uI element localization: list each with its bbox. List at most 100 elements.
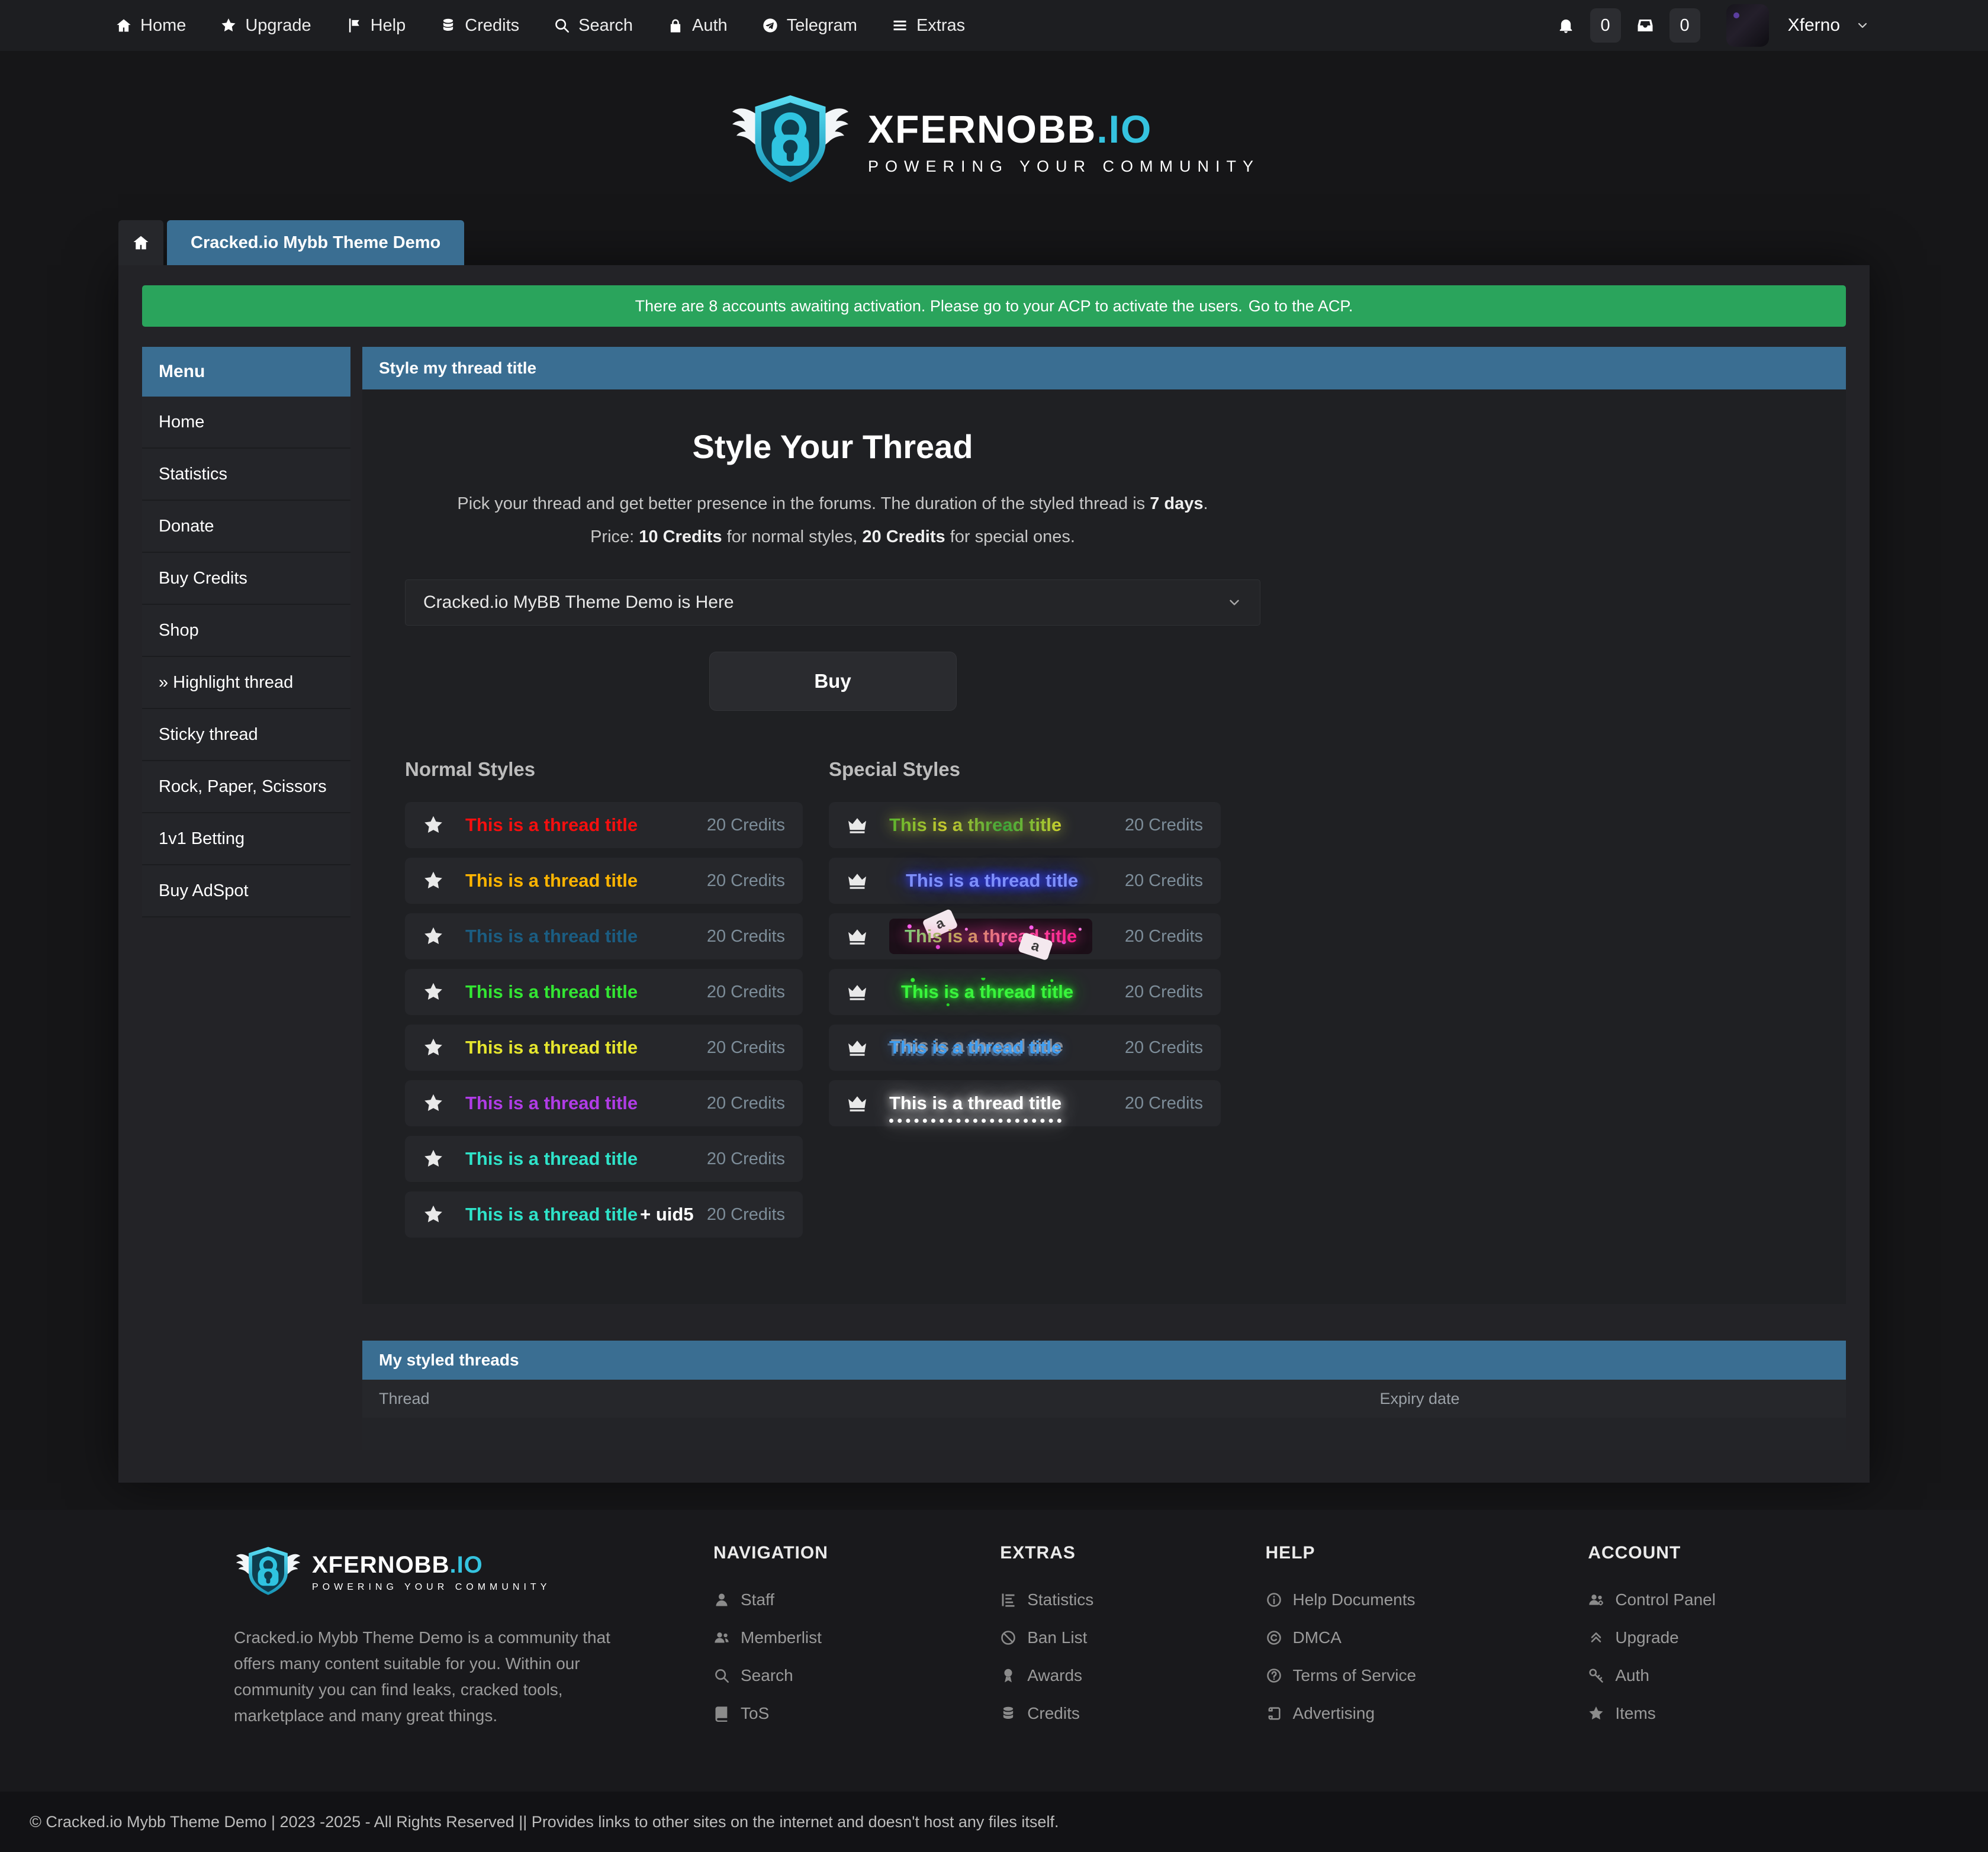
thread-select-value: Cracked.io MyBB Theme Demo is Here (423, 592, 734, 612)
star-icon (423, 1204, 444, 1225)
footer-link-label: Search (741, 1666, 793, 1684)
nav-item-label: Credits (465, 15, 520, 35)
footer-logo[interactable]: XFERNOBB.IO POWERING YOUR COMMUNITY (234, 1543, 625, 1601)
special-styles-list: Special Styles This is a thread title 20… (829, 758, 1221, 1247)
thread-select[interactable]: Cracked.io MyBB Theme Demo is Here (405, 579, 1260, 626)
footer-link-tos[interactable]: ToS (713, 1704, 828, 1723)
sidebar-item-shop[interactable]: Shop (142, 605, 350, 657)
thread-title-preview: This is a thread title (465, 1037, 638, 1058)
footer-link-staff[interactable]: Staff (713, 1590, 828, 1609)
footer-column-extras: EXTRAS Statistics Ban List Awards Credits (1000, 1543, 1093, 1742)
search-icon (713, 1667, 730, 1684)
chevron-down-icon[interactable] (1855, 18, 1870, 33)
footer-link-terms-of-service[interactable]: Terms of Service (1266, 1666, 1417, 1685)
footer-link-label: Items (1615, 1704, 1656, 1722)
logo-title: XFERNOBB (867, 107, 1097, 151)
style-row[interactable]: This is a thread title 20 Credits (405, 1080, 803, 1126)
thread-title-preview: This is a thread title (465, 926, 638, 946)
nav-item-extras[interactable]: Extras (892, 16, 965, 36)
style-row[interactable]: This is a thread title 20 Credits (405, 1136, 803, 1182)
style-row[interactable]: This is a thread title 20 Credits (405, 858, 803, 904)
footer-link-label: Auth (1615, 1666, 1649, 1684)
style-row[interactable]: This is a thread title 20 Credits (829, 802, 1221, 848)
footer-link-advertising[interactable]: Advertising (1266, 1704, 1417, 1723)
style-row[interactable]: This is a thread title 20 Credits (829, 913, 1221, 959)
telegram-icon (762, 17, 779, 34)
nav-item-label: Upgrade (245, 15, 311, 35)
activation-alert: There are 8 accounts awaiting activation… (142, 285, 1846, 327)
sidebar-item-1v1-betting[interactable]: 1v1 Betting (142, 813, 350, 865)
username[interactable]: Xferno (1787, 15, 1840, 35)
buy-button[interactable]: Buy (709, 652, 957, 711)
footer-link-auth[interactable]: Auth (1588, 1666, 1716, 1685)
star-icon (1588, 1705, 1604, 1722)
style-row[interactable]: This is a thread title 20 Credits (405, 913, 803, 959)
footer-column-title: EXTRAS (1000, 1543, 1076, 1563)
style-row[interactable]: This is a thread title 20 Credits (829, 1025, 1221, 1071)
scroll-icon (1266, 1705, 1282, 1722)
style-row[interactable]: This is a thread title 20 Credits (405, 1025, 803, 1071)
thread-title-preview: This is a thread title (889, 978, 1085, 1006)
header-logo-section: XFERNOBB.IO POWERING YOUR COMMUNITY (0, 51, 1988, 220)
thread-title-preview: This is a thread title (889, 865, 1095, 896)
style-row[interactable]: This is a thread title 20 Credits (829, 858, 1221, 904)
footer-link-awards[interactable]: Awards (1000, 1666, 1093, 1685)
footer-link-statistics[interactable]: Statistics (1000, 1590, 1093, 1609)
sidebar-item-rock-paper-scissors[interactable]: Rock, Paper, Scissors (142, 761, 350, 813)
nav-item-home[interactable]: Home (115, 16, 186, 36)
thread-title-suffix: + uid5 (640, 1204, 694, 1225)
footer-link-search[interactable]: Search (713, 1666, 828, 1685)
bars-icon (892, 17, 908, 34)
avatar[interactable] (1726, 4, 1769, 47)
nav-item-search[interactable]: Search (554, 16, 633, 36)
site-logo[interactable]: XFERNOBB.IO POWERING YOUR COMMUNITY (728, 89, 1260, 193)
breadcrumb-active-tab[interactable]: Cracked.io Mybb Theme Demo (167, 220, 465, 265)
star-icon (423, 1093, 444, 1114)
sidebar-item-sticky-thread[interactable]: Sticky thread (142, 709, 350, 761)
sidebar-item-buy-credits[interactable]: Buy Credits (142, 553, 350, 605)
alert-acp-link[interactable]: Go to the ACP. (1248, 297, 1353, 315)
footer-link-credits[interactable]: Credits (1000, 1704, 1093, 1723)
nav-item-label: Telegram (786, 15, 857, 35)
styled-threads-columns: Thread Expiry date (362, 1380, 1846, 1418)
nav-item-credits[interactable]: Credits (440, 16, 519, 36)
key-icon (1588, 1667, 1604, 1684)
sidebar-item--highlight-thread[interactable]: » Highlight thread (142, 657, 350, 709)
sidebar-item-buy-adspot[interactable]: Buy AdSpot (142, 865, 350, 917)
style-row[interactable]: This is a thread title 20 Credits (829, 969, 1221, 1015)
footer-link-memberlist[interactable]: Memberlist (713, 1628, 828, 1647)
footer-link-dmca[interactable]: DMCA (1266, 1628, 1417, 1647)
style-row[interactable]: This is a thread title 20 Credits (405, 802, 803, 848)
footer-link-upgrade[interactable]: Upgrade (1588, 1628, 1716, 1647)
footer-link-label: Terms of Service (1292, 1666, 1417, 1684)
sidebar-item-donate[interactable]: Donate (142, 501, 350, 553)
price-text: Price: 10 Credits for normal styles, 20 … (590, 527, 1075, 546)
notifications-badge[interactable]: 0 (1590, 8, 1621, 43)
credits-price: 20 Credits (706, 926, 785, 946)
nav-item-auth[interactable]: Auth (667, 16, 728, 36)
breadcrumb-home-tab[interactable] (118, 220, 163, 265)
nav-item-telegram[interactable]: Telegram (762, 16, 857, 36)
user-icon (713, 1592, 730, 1608)
style-row[interactable]: This is a thread title + uid5 20 Credits (405, 1191, 803, 1238)
nav-item-help[interactable]: Help (346, 16, 406, 36)
footer-link-help-documents[interactable]: Help Documents (1266, 1590, 1417, 1609)
messages-badge[interactable]: 0 (1669, 8, 1700, 43)
star-icon (423, 926, 444, 947)
footer-link-control-panel[interactable]: Control Panel (1588, 1590, 1716, 1609)
nav-item-label: Help (370, 15, 406, 35)
nav-item-upgrade[interactable]: Upgrade (220, 16, 311, 36)
nav-item-label: Extras (916, 15, 966, 35)
normal-styles-title: Normal Styles (405, 758, 536, 780)
style-row[interactable]: This is a thread title 20 Credits (829, 1080, 1221, 1126)
bell-icon[interactable] (1557, 17, 1575, 34)
footer-link-items[interactable]: Items (1588, 1704, 1716, 1723)
inbox-icon[interactable] (1636, 17, 1654, 34)
footer-link-ban-list[interactable]: Ban List (1000, 1628, 1093, 1647)
crown-icon (847, 870, 868, 891)
style-row[interactable]: This is a thread title 20 Credits (405, 969, 803, 1015)
logo-tagline: POWERING YOUR COMMUNITY (867, 157, 1260, 175)
sidebar-item-statistics[interactable]: Statistics (142, 449, 350, 501)
sidebar-item-home[interactable]: Home (142, 397, 350, 449)
star-icon (423, 1037, 444, 1058)
